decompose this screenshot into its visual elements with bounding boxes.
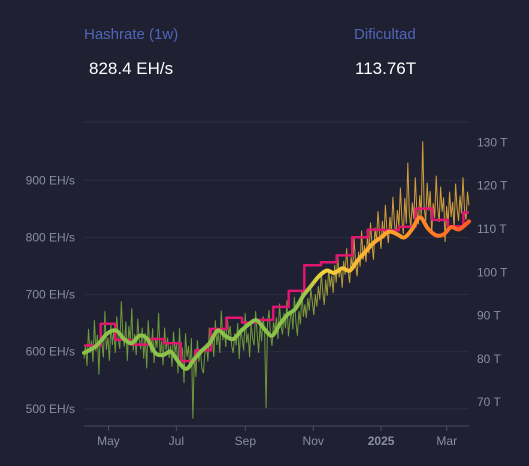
hashrate-raw-line: [83, 141, 470, 419]
y-left-tick-label-0: 500 EH/s: [26, 402, 75, 416]
y-right-tick-label-2: 90 T: [477, 309, 501, 323]
x-tick-label-1: Jul: [169, 434, 184, 448]
y-left-tick-label-1: 600 EH/s: [26, 345, 75, 359]
y-right-tick-label-5: 120 T: [477, 179, 508, 193]
y-right-tick-label-0: 70 T: [477, 395, 501, 409]
y-left-tick-label-2: 700 EH/s: [26, 288, 75, 302]
difficulty-label-link[interactable]: Dificultad: [354, 26, 416, 43]
hashrate-label-link[interactable]: Hashrate (1w): [84, 26, 179, 43]
hashrate-average-line: [82, 215, 471, 371]
y-left-tick-label-4: 900 EH/s: [26, 173, 75, 187]
y-right-tick-label-1: 80 T: [477, 352, 501, 366]
y-right-tick-label-3: 100 T: [477, 265, 508, 279]
y-left-tick-label-3: 800 EH/s: [26, 230, 75, 244]
x-tick-label-5: Mar: [436, 434, 457, 448]
difficulty-value: 113.76T: [355, 59, 417, 78]
x-tick-label-4: 2025: [368, 434, 395, 448]
x-tick-label-3: Nov: [303, 434, 324, 448]
x-tick-label-0: May: [97, 434, 120, 448]
y-right-tick-label-6: 130 T: [477, 135, 508, 149]
x-tick-label-2: Sep: [235, 434, 257, 448]
hashrate-value: 828.4 EH/s: [89, 59, 174, 78]
y-right-tick-label-4: 110 T: [477, 222, 507, 236]
